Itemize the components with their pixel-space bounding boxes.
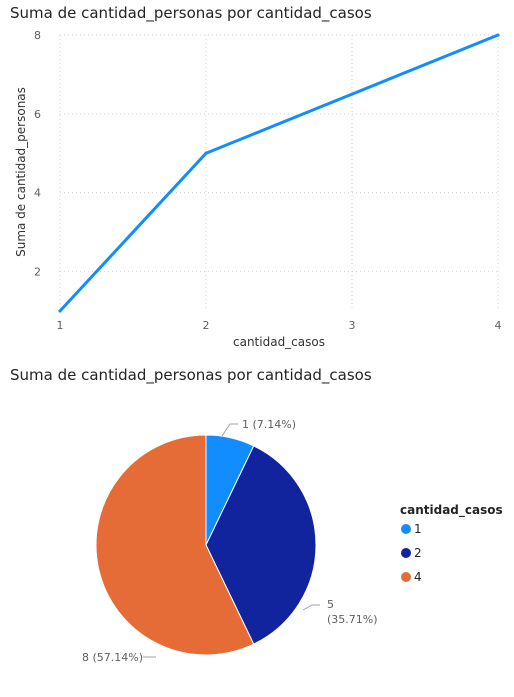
line-point[interactable] [350,92,354,96]
pie-chart-title: Suma de cantidad_personas por cantidad_c… [10,366,372,384]
legend-item-2[interactable]: 2 [414,546,422,560]
legend-item-4[interactable]: 4 [414,570,422,584]
x-tick-label: 4 [495,319,502,332]
x-axis-label: cantidad_casos [233,335,325,349]
x-tick-label: 3 [349,319,356,332]
pie-data-label-4: 8 (57.14%) [82,651,143,664]
legend-marker-1 [401,524,411,534]
y-tick-label: 6 [34,108,41,121]
pie-legend: cantidad_casos 1 2 4 [400,503,503,584]
legend-item-1[interactable]: 1 [414,522,422,536]
pie-leader-line-1 [221,423,238,437]
legend-marker-4 [401,572,411,582]
y-tick-label: 4 [34,187,41,200]
line-point[interactable] [496,33,500,37]
pie-slices [95,434,317,656]
x-tick-labels: 1 2 3 4 [57,319,502,332]
y-tick-label: 2 [34,266,41,279]
x-tick-label: 2 [203,319,210,332]
pie-slice-4[interactable] [95,434,255,656]
line-point[interactable] [204,151,208,155]
line-grid [59,34,499,311]
pie-data-labels: 1 (7.14%) 5 (35.71%) 8 (57.14%) [82,418,378,664]
pie-data-label-1: 1 (7.14%) [242,418,296,431]
pie-chart[interactable]: 1 (7.14%) 5 (35.71%) 8 (57.14%) cantidad… [0,360,514,697]
line-chart-title: Suma de cantidad_personas por cantidad_c… [10,4,372,22]
line-series-path[interactable] [58,33,500,313]
x-tick-label: 1 [57,319,64,332]
line-point[interactable] [58,309,62,313]
y-tick-label: 8 [34,29,41,42]
pie-data-label-2-pct: (35.71%) [327,613,378,626]
y-tick-labels: 2 4 6 8 [34,29,41,279]
pie-chart-panel: Suma de cantidad_personas por cantidad_c… [0,360,514,697]
pie-leader-line-2 [302,604,320,611]
pie-slice-2[interactable] [205,445,317,645]
y-axis-label: Suma de cantidad_personas [14,87,28,257]
legend-title: cantidad_casos [400,503,503,518]
legend-marker-2 [401,548,411,558]
pie-data-label-2-value: 5 [327,598,334,611]
line-series [58,33,500,313]
line-chart[interactable]: 2 4 6 8 1 2 3 4 cantidad_casos Suma de cantida… [0,0,514,352]
line-chart-panel: Suma de cantidad_personas por cantidad_c… [0,0,514,352]
